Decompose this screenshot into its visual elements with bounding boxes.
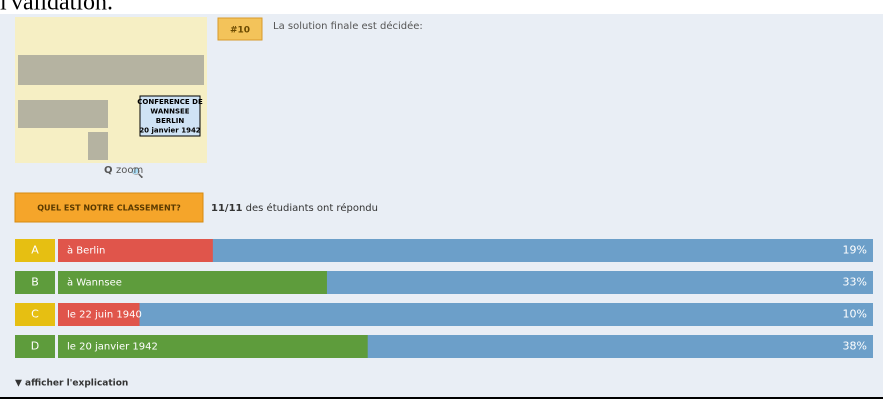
percent-label: 38% <box>843 340 867 353</box>
responses-count: 11/11 <box>211 203 243 214</box>
conference-text: WANNSEE <box>150 108 189 116</box>
conference-text: 20 janvier 1942 <box>139 127 200 135</box>
zoom-icon-mark: Q <box>104 165 113 176</box>
page: {"header": {"cut_text": "l'validation."}… <box>0 0 883 405</box>
letter: D <box>31 340 39 353</box>
answer-text: le 20 janvier 1942 <box>67 342 158 353</box>
conference-text: BERLIN <box>156 117 185 125</box>
answer-text: le 22 juin 1940 <box>67 310 142 321</box>
letter: B <box>31 276 39 289</box>
explanation-toggle[interactable]: ▼ afficher l'explication <box>15 379 128 389</box>
responses-text: des étudiants ont répondu <box>246 202 378 214</box>
ranking-button-label[interactable]: QUEL EST NOTRE CLASSEMENT? <box>37 204 181 213</box>
question-number: #10 <box>230 26 250 36</box>
conference-text: CONFERENCE DE <box>137 98 203 106</box>
percent-label: 19% <box>843 244 867 257</box>
question-image[interactable] <box>15 17 207 163</box>
percent-label: 10% <box>843 308 867 321</box>
percent-label: 33% <box>843 276 867 289</box>
cut-heading: l'validation. <box>0 0 113 16</box>
zoom-link[interactable]: zoom <box>116 165 143 176</box>
responses: 11/11 des étudiants ont répondu <box>211 202 378 214</box>
letter: A <box>31 244 39 257</box>
portraits-row <box>18 55 204 85</box>
answer-text: à Berlin <box>67 245 105 257</box>
portraits-row <box>18 100 108 128</box>
image-bg <box>15 17 207 163</box>
bar-track <box>58 303 873 326</box>
question-text: La solution finale est décidée: <box>273 20 423 32</box>
portrait <box>88 132 108 160</box>
letter: C <box>31 308 39 321</box>
screen: l'validation. 🔍 Q zoom #10 La solution f… <box>0 0 883 405</box>
answer-text: à Wannsee <box>67 277 122 289</box>
